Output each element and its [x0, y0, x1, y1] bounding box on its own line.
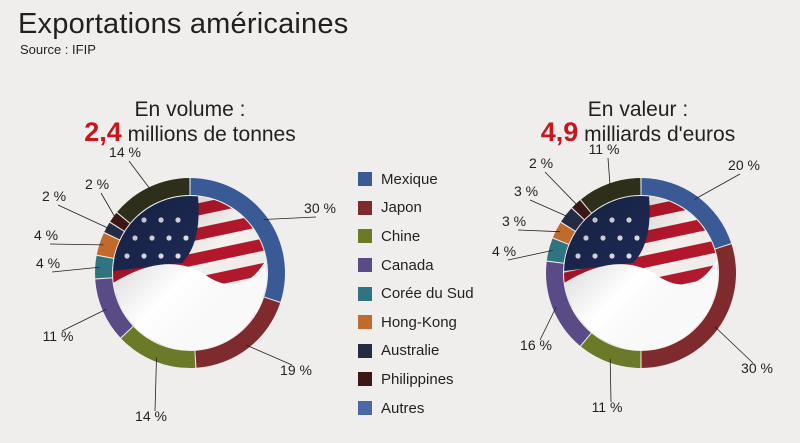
slice-label: 4 %	[36, 255, 60, 271]
legend-item: Autres	[358, 394, 474, 423]
legend-item: Australie	[358, 337, 474, 366]
legend-swatch	[358, 343, 372, 358]
legend-label: Corée du Sud	[381, 285, 474, 303]
donut-slice	[95, 278, 133, 338]
slice-label: 3 %	[514, 183, 538, 199]
leader-line	[609, 358, 612, 403]
flag-illustration	[113, 196, 267, 350]
legend: Mexique Japon Chine Canada Corée du Sud …	[358, 165, 474, 422]
legend-label: Autres	[381, 399, 425, 417]
leader-line	[263, 216, 317, 220]
donut-slice	[95, 255, 114, 279]
slice-label: 4 %	[492, 243, 516, 259]
donut-volume: 30 %19 %14 %11 %4 %4 %2 %2 %14 %	[34, 144, 336, 424]
slice-label: 2 %	[85, 176, 109, 192]
slice-label: 2 %	[42, 188, 66, 204]
donut-slice	[190, 178, 286, 302]
legend-swatch	[358, 229, 372, 244]
leader-line	[100, 192, 117, 220]
slice-label: 3 %	[502, 213, 526, 229]
slice-label: 11 %	[43, 328, 74, 344]
legend-swatch	[358, 372, 372, 387]
legend-label: Japon	[381, 199, 422, 217]
legend-swatch	[358, 258, 372, 273]
chart-title-value-line1: En valeur :	[587, 98, 689, 121]
donut-slice	[552, 222, 575, 244]
leader-line	[517, 229, 560, 233]
leader-line	[507, 249, 553, 261]
legend-label: Mexique	[381, 170, 438, 188]
chart-title-volume-line1: En volume :	[134, 98, 246, 121]
leader-line	[49, 243, 104, 246]
donut-slice	[96, 233, 120, 258]
leader-line	[544, 171, 579, 207]
leader-line	[694, 173, 741, 200]
leader-line	[607, 157, 611, 188]
legend-label: Hong-Kong	[381, 313, 457, 331]
slice-label: 11 %	[589, 141, 620, 157]
slice-label: 19 %	[280, 362, 312, 378]
leader-line	[245, 344, 293, 366]
donut-slice	[104, 222, 124, 240]
legend-swatch	[358, 172, 372, 187]
leader-line	[154, 357, 157, 412]
source-label: Source : IFIP	[20, 42, 96, 57]
donut-slice	[561, 208, 584, 231]
donut-slice	[117, 178, 190, 223]
slice-label: 20 %	[728, 157, 760, 173]
legend-swatch	[358, 401, 372, 416]
chart-title-value-unit: milliards d'euros	[584, 123, 736, 146]
chart-title-value-number: 4,9	[540, 117, 579, 147]
legend-item: Corée du Sud	[358, 279, 474, 308]
legend-label: Chine	[381, 227, 421, 245]
chart-title-volume: En volume : 2,4 millions de tonnes	[40, 98, 340, 146]
legend-swatch	[358, 286, 372, 301]
slice-label: 14 %	[135, 408, 167, 424]
slice-label: 14 %	[109, 144, 141, 160]
legend-label: Philippines	[381, 370, 454, 388]
donut-value: 20 % 30 % 11 % 16 % 4 % 3 % 3 % 2 % 11 %	[492, 141, 773, 415]
leader-line	[61, 308, 107, 332]
donut-slice	[121, 326, 196, 368]
donut-slice	[195, 297, 281, 368]
chart-title-volume-number: 2,4	[84, 117, 122, 147]
donut-slice	[546, 261, 591, 346]
legend-item: Canada	[358, 251, 474, 280]
donut-slice	[580, 333, 641, 368]
legend-label: Australie	[381, 342, 440, 360]
leader-line	[529, 199, 570, 218]
donut-slice	[641, 244, 737, 368]
slice-label: 30 %	[304, 200, 336, 216]
legend-label: Canada	[381, 256, 434, 274]
slice-label: 4 %	[34, 227, 58, 243]
slice-label: 2 %	[529, 155, 553, 171]
leader-line	[539, 306, 557, 341]
donut-slice	[580, 178, 641, 213]
leader-line	[128, 160, 152, 191]
leader-line	[714, 326, 754, 364]
donut-slice	[546, 238, 569, 263]
page-title: Exportations américaines	[18, 8, 349, 40]
chart-title-volume-unit: millions de tonnes	[127, 123, 296, 146]
legend-item: Mexique	[358, 165, 474, 194]
donut-slice	[641, 178, 732, 249]
flag-illustration	[564, 196, 718, 350]
leader-line	[57, 204, 111, 230]
slice-label: 16 %	[520, 337, 552, 353]
legend-item: Chine	[358, 222, 474, 251]
slice-label: 11 %	[592, 399, 623, 415]
leader-line	[51, 266, 100, 273]
legend-swatch	[358, 315, 372, 330]
legend-item: Philippines	[358, 365, 474, 394]
legend-swatch	[358, 200, 372, 215]
slice-label: 30 %	[741, 360, 773, 376]
legend-item: Japon	[358, 194, 474, 223]
chart-title-value: En valeur : 4,9 milliards d'euros	[488, 98, 788, 146]
legend-item: Hong-Kong	[358, 308, 474, 337]
